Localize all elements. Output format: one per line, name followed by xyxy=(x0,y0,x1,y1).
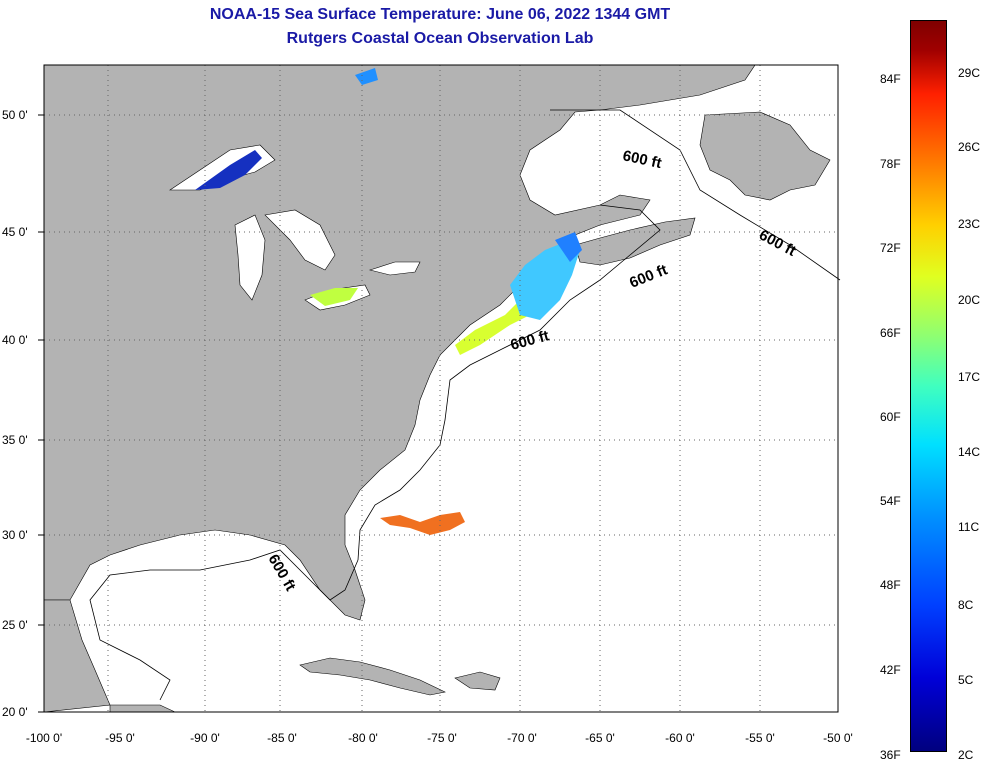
lat-label-45: 45 0' xyxy=(2,225,28,239)
colorbar-f-60: 60F xyxy=(880,410,901,424)
colorbar-c-23: 23C xyxy=(958,217,981,231)
lat-label-30: 30 0' xyxy=(2,528,28,542)
colorbar-f-54: 54F xyxy=(880,494,901,508)
lon-label-65: -65 0' xyxy=(585,731,615,745)
colorbar-f-72: 72F xyxy=(880,241,901,255)
depth-contour xyxy=(89,109,841,701)
colorbar-c-14: 14C xyxy=(958,445,981,459)
colorbar-c-11: 11C xyxy=(958,520,980,534)
lon-label-70: -70 0' xyxy=(507,731,537,745)
lon-label-55: -55 0' xyxy=(745,731,775,745)
lon-label-50: -50 0' xyxy=(823,731,853,745)
colorbar-c-8: 8C xyxy=(958,598,974,612)
lon-label-90: -90 0' xyxy=(190,731,220,745)
colorbar-c-20: 20C xyxy=(958,293,981,307)
colorbar-f-78: 78F xyxy=(880,157,901,171)
axis-ticks xyxy=(38,114,44,713)
lat-label-20: 20 0' xyxy=(2,705,28,719)
lon-label-80: -80 0' xyxy=(348,731,378,745)
lon-label-60: -60 0' xyxy=(665,731,695,745)
colorbar-c-26: 26C xyxy=(958,140,981,154)
map-subtitle: Rutgers Coastal Ocean Observation Lab xyxy=(286,30,594,47)
lat-label-50: 50 0' xyxy=(2,108,28,122)
lon-label-85: -85 0' xyxy=(267,731,297,745)
contour-label-gulf-of-st-lawrence: 600 ft xyxy=(621,147,663,172)
contour-label-gulf-of-mexico: 600 ft xyxy=(265,552,299,594)
contour-label-georges-bank: 600 ft xyxy=(509,327,551,354)
sst-patches xyxy=(195,68,582,535)
map-frame xyxy=(43,64,839,713)
lon-label-95: -95 0' xyxy=(105,731,135,745)
colorbar-f-42: 42F xyxy=(880,663,901,677)
colorbar-c-5: 5C xyxy=(958,673,974,687)
colorbar-f-48: 48F xyxy=(880,578,901,592)
colorbar-f-36: 36F xyxy=(880,748,901,762)
lat-label-40: 40 0' xyxy=(2,333,28,347)
map-title: NOAA-15 Sea Surface Temperature: June 06… xyxy=(209,6,671,23)
lon-label-100: -100 0' xyxy=(25,731,63,745)
colorbar-f-66: 66F xyxy=(880,326,901,340)
lat-label-35: 35 0' xyxy=(2,433,28,447)
colorbar-c-17: 17C xyxy=(958,370,981,384)
lat-label-25: 25 0' xyxy=(2,618,28,632)
contour-label-grand-banks: 600 ft xyxy=(756,227,799,260)
colorbar-c-29: 29C xyxy=(958,66,981,80)
temperature-colorbar xyxy=(910,20,947,752)
land-mass xyxy=(43,64,831,713)
colorbar-f-84: 84F xyxy=(880,72,901,86)
colorbar-c-2: 2C xyxy=(958,748,974,762)
lon-label-75: -75 0' xyxy=(427,731,457,745)
contour-label-scotian-shelf: 600 ft xyxy=(627,261,670,291)
